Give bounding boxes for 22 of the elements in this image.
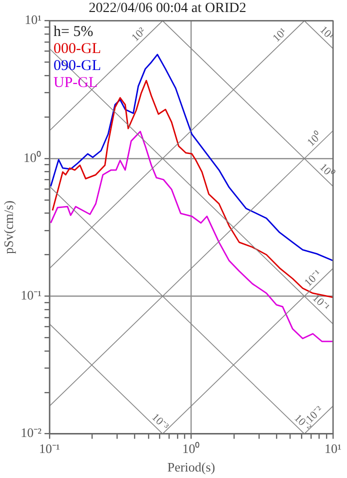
annotation: 10⁰	[317, 160, 337, 180]
annotation: 10²	[130, 24, 149, 44]
text: 090-GL	[53, 58, 101, 74]
annotation: 10¹	[317, 24, 336, 42]
x-tick-label: 10⁰	[182, 441, 200, 456]
annotation: 10¹	[270, 26, 290, 45]
y-axis-title: pSv(cm/s)	[1, 200, 16, 254]
text: 000-GL	[53, 41, 101, 58]
y-tick-label: 10⁻²	[20, 425, 42, 440]
y-tick-label: 10⁻¹	[20, 288, 42, 303]
annotation: 10⁻¹	[310, 292, 332, 314]
x-tick-label: 10⁻¹	[39, 441, 60, 456]
y-tick-label: 10⁰	[23, 150, 42, 165]
annotation: h= 5%	[53, 24, 94, 40]
chart-title: 2022/04/06 00:04 at ORID2	[88, 1, 246, 16]
annotation: 10⁻³	[149, 411, 172, 434]
x-tick-label: 10¹	[324, 441, 342, 456]
annotation: 10⁻¹	[302, 268, 324, 290]
y-tick-label: 10¹	[24, 12, 42, 28]
annotation: 10⁰	[304, 129, 324, 149]
text: UP-GL	[53, 75, 98, 92]
x-axis-title: Period(s)	[167, 460, 216, 475]
